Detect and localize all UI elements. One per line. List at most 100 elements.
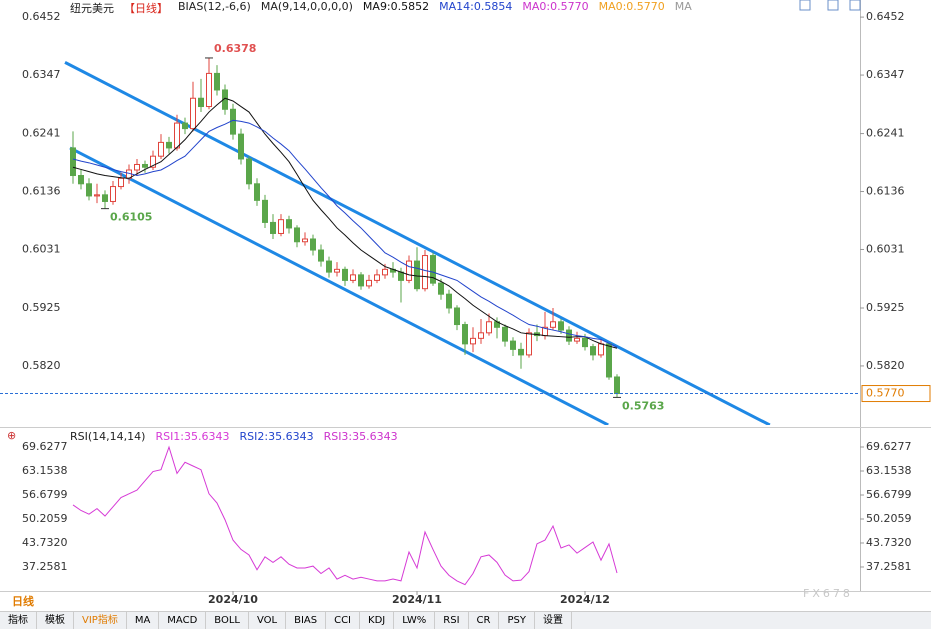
toolbar-tab[interactable]: CR — [469, 612, 500, 629]
candle-body — [502, 326, 508, 342]
y-tick-label: 43.7320 — [866, 536, 912, 549]
y-tick-label: 0.5925 — [22, 301, 61, 314]
x-tick-label: 2024/10 — [208, 593, 258, 606]
candle-body — [574, 337, 580, 342]
toolbar-tab[interactable]: MACD — [159, 612, 207, 629]
candle-body — [350, 274, 356, 281]
candle-body — [70, 147, 76, 177]
candle-body — [318, 249, 324, 262]
candle-body — [238, 133, 244, 160]
candle-body — [614, 376, 620, 395]
candle-body — [366, 279, 372, 287]
legend-text: RSI(14,14,14) — [70, 430, 146, 443]
candle-body — [422, 255, 428, 290]
toolbar-tab[interactable]: BOLL — [206, 612, 249, 629]
marker-label: 0.6105 — [110, 211, 152, 224]
last-price-box — [861, 385, 931, 403]
toolbar: 指标 模板 VIP指标 MA MACD BOLL VOL BIAS CCI KDJ LW% RSI CR… — [0, 611, 931, 629]
candle-body — [150, 155, 156, 168]
y-tick-label: 63.1538 — [22, 464, 68, 477]
y-tick-label: 56.6799 — [22, 488, 68, 501]
legend-entry: RSI1:35.6343 — [155, 430, 230, 443]
series-line — [72, 119, 618, 348]
toolbar-tab[interactable]: 模板 — [37, 612, 74, 629]
y-tick-label: 69.6277 — [866, 440, 912, 453]
legend-entry: MA0:0.5770 — [598, 0, 665, 13]
toolbar-tab[interactable]: 指标 — [0, 612, 37, 629]
toolbar-tab[interactable]: MA — [127, 612, 160, 629]
icon[interactable] — [799, 0, 811, 11]
candle-body — [134, 163, 140, 171]
candle-body — [606, 343, 612, 378]
candle-body — [358, 274, 364, 287]
y-tick-label: 0.6136 — [22, 185, 61, 198]
candle-body — [486, 321, 492, 334]
candle-body — [550, 321, 556, 328]
toolbar-tab[interactable]: RSI — [435, 612, 469, 629]
candle-body — [302, 238, 308, 243]
candle-body — [470, 337, 476, 345]
candle-body — [86, 183, 92, 197]
candle-body — [190, 97, 196, 130]
icon[interactable] — [827, 0, 839, 11]
toolbar-tab[interactable]: CCI — [326, 612, 361, 629]
watermark: FX678 — [803, 587, 853, 600]
candle-body — [462, 324, 468, 345]
toolbar-tab[interactable]: VOL — [249, 612, 287, 629]
y-tick-label: 50.2059 — [22, 512, 68, 525]
candle-body — [446, 293, 452, 309]
toolbar-tab[interactable]: VIP指标 — [74, 612, 127, 629]
y-tick-label: 0.6347 — [866, 68, 905, 81]
candle-body — [310, 238, 316, 251]
legend-text: 纽元美元 — [70, 2, 114, 15]
candle-body — [414, 260, 420, 290]
candle-body — [342, 268, 348, 281]
y-tick-label: 0.6347 — [22, 68, 61, 81]
toolbar-tab[interactable]: PSY — [499, 612, 535, 629]
main-legend: 纽元美元 【日线】 BIAS(12,-6,6) MA(9,14,0,0,0,0) MA9… — [70, 0, 692, 16]
candle-body — [78, 175, 84, 185]
legend-entry: MA14:0.5854 — [439, 0, 513, 13]
candle-body — [142, 163, 148, 168]
candle-body — [246, 158, 252, 185]
toolbar-tab[interactable]: KDJ — [360, 612, 395, 629]
candle-body — [110, 186, 116, 202]
toolbar-tab[interactable]: 设置 — [535, 612, 572, 629]
toolbar-tab[interactable]: LW% — [394, 612, 436, 629]
y-tick-label: 0.6241 — [866, 127, 905, 140]
candle-body — [94, 194, 100, 197]
y-tick-label: 37.2581 — [866, 560, 912, 573]
candle-body — [214, 72, 220, 91]
y-tick-label: 0.6241 — [22, 127, 61, 140]
candle-body — [382, 268, 388, 276]
legend-text: MA(9,14,0,0,0,0) — [260, 0, 353, 13]
candle-body — [158, 141, 164, 157]
candle-body — [182, 122, 188, 130]
candle-body — [558, 321, 564, 331]
plot-area — [64, 57, 771, 425]
candle-body — [526, 332, 532, 356]
y-tick-label: 0.6031 — [22, 242, 61, 255]
rsi-icon: ⊕ — [7, 429, 16, 442]
candle-body — [590, 346, 596, 356]
y-tick-label: 63.1538 — [866, 464, 912, 477]
icon[interactable] — [849, 0, 861, 11]
y-tick-label: 56.6799 — [866, 488, 912, 501]
y-tick-label: 69.6277 — [22, 440, 68, 453]
legend-entry: RSI2:35.6343 — [239, 430, 314, 443]
candle-body — [102, 194, 108, 202]
period-label: 日线 — [12, 594, 34, 608]
legend-text: BIAS(12,-6,6) — [178, 0, 251, 13]
candle-body — [262, 199, 268, 223]
candle-body — [454, 307, 460, 326]
candle-body — [294, 227, 300, 243]
candle-body — [270, 221, 276, 234]
toolbar-tab[interactable]: BIAS — [286, 612, 327, 629]
marker-label: 0.5763 — [622, 399, 664, 412]
candle-body — [166, 141, 172, 149]
y-tick-label: 37.2581 — [22, 560, 68, 573]
legend-entry: MA0:0.5770 — [522, 0, 589, 13]
y-tick-label: 0.6136 — [866, 185, 905, 198]
candle-body — [398, 271, 404, 281]
candle-body — [206, 72, 212, 108]
